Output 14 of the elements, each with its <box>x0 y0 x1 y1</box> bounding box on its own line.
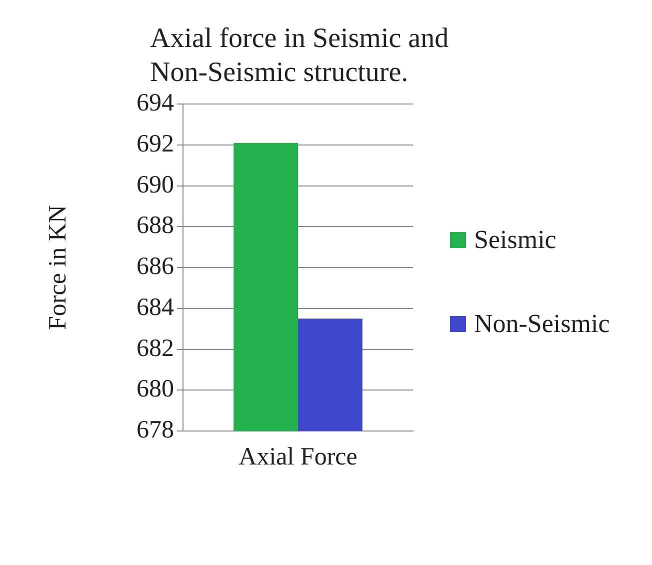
y-tick-label: 686 <box>136 253 174 280</box>
x-tick-label: Axial Force <box>238 444 358 471</box>
y-tick-label: 688 <box>136 212 174 240</box>
legend-label: Non-Seismic <box>474 309 610 339</box>
legend-label: Seismic <box>474 225 556 255</box>
y-axis-title: Force in KN <box>44 205 72 330</box>
y-tick-label: 680 <box>136 376 174 403</box>
y-tick-label: 682 <box>136 334 174 362</box>
y-tick-label: 678 <box>136 416 174 444</box>
y-tick-label: 684 <box>136 294 174 321</box>
y-tick-label: 690 <box>136 171 174 198</box>
chart-title: Axial force in Seismic and Non-Seismic structure. <box>150 22 450 90</box>
y-tick-label: 692 <box>136 130 174 158</box>
y-tick-label: 694 <box>136 90 174 117</box>
